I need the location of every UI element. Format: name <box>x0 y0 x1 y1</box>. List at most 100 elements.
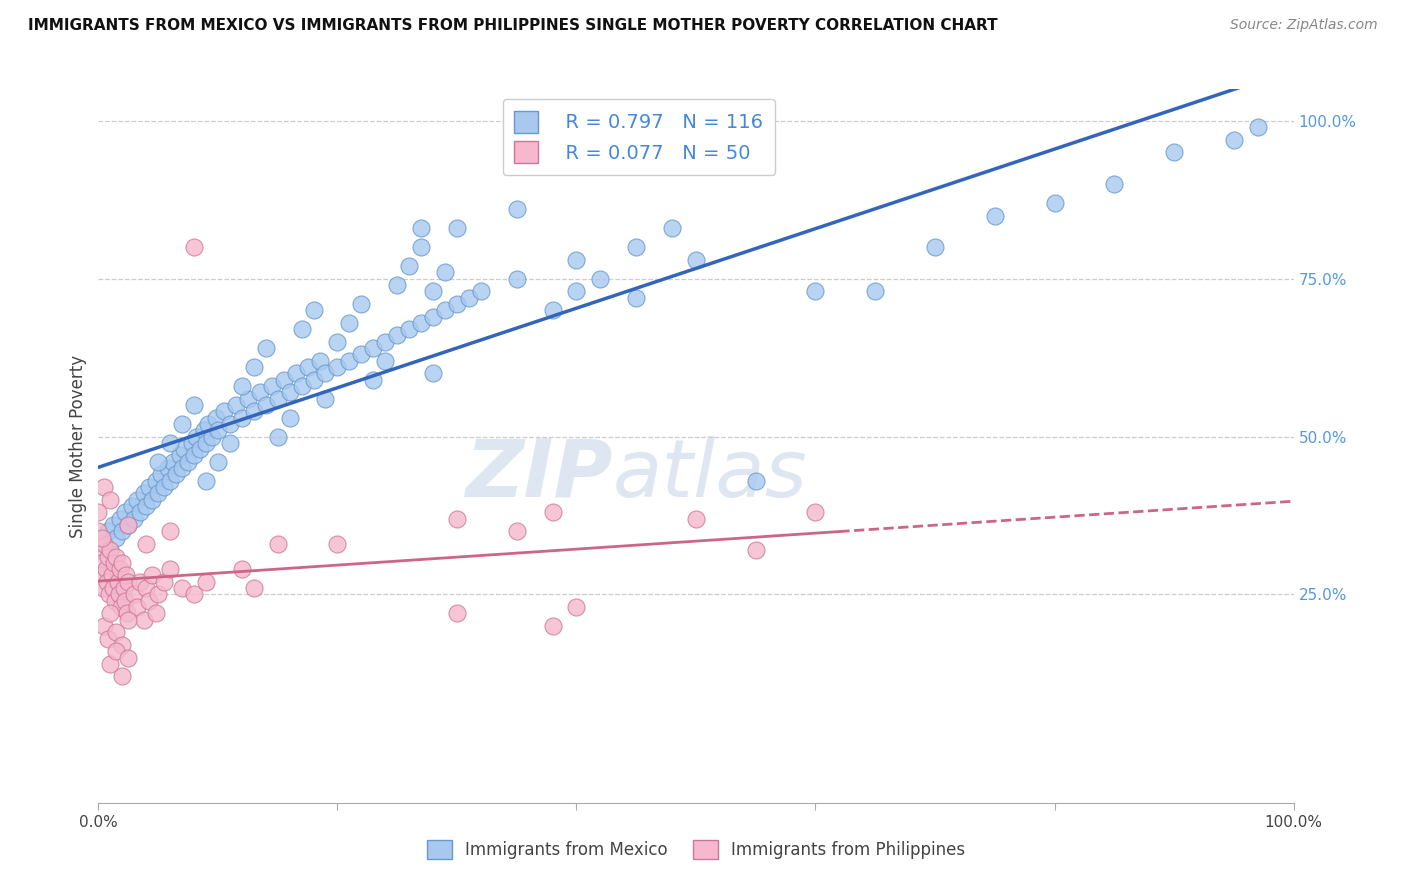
Point <box>339 316 361 330</box>
Point <box>172 461 194 475</box>
Point <box>114 505 136 519</box>
Point <box>225 398 247 412</box>
Point <box>180 435 202 450</box>
Point <box>183 398 205 412</box>
Point <box>207 455 229 469</box>
Point <box>236 392 259 406</box>
Point <box>117 517 139 532</box>
Point <box>204 410 226 425</box>
Point <box>541 303 564 318</box>
Point <box>129 574 152 589</box>
Point <box>132 486 155 500</box>
Point <box>183 240 205 254</box>
Point <box>149 467 172 482</box>
Point <box>249 385 271 400</box>
Point <box>506 271 529 285</box>
Point <box>302 373 325 387</box>
Point <box>188 442 211 457</box>
Point <box>326 360 349 375</box>
Point <box>111 524 134 539</box>
Point <box>125 492 148 507</box>
Point <box>195 435 218 450</box>
Point <box>93 537 115 551</box>
Point <box>172 581 194 595</box>
Point <box>90 556 112 570</box>
Point <box>173 442 195 457</box>
Point <box>183 587 205 601</box>
Point <box>506 524 529 539</box>
Point <box>148 455 170 469</box>
Point <box>177 455 200 469</box>
Point <box>93 537 115 551</box>
Point <box>260 379 283 393</box>
Point <box>148 587 170 601</box>
Point <box>138 593 160 607</box>
Point <box>94 562 117 576</box>
Text: Source: ZipAtlas.com: Source: ZipAtlas.com <box>1230 18 1378 32</box>
Point <box>231 562 253 576</box>
Point <box>924 240 946 254</box>
Point <box>231 410 253 425</box>
Point <box>153 480 176 494</box>
Point <box>101 517 124 532</box>
Point <box>254 398 277 412</box>
Point <box>385 277 409 292</box>
Point <box>446 221 468 235</box>
Point <box>138 480 160 494</box>
Point <box>458 291 481 305</box>
Point <box>219 417 242 431</box>
Point <box>267 392 290 406</box>
Point <box>350 347 373 361</box>
Point <box>243 581 266 595</box>
Point <box>422 310 444 324</box>
Point <box>125 600 148 615</box>
Point <box>1163 145 1185 160</box>
Point <box>114 593 136 607</box>
Point <box>308 353 330 368</box>
Point <box>169 449 191 463</box>
Point <box>98 492 122 507</box>
Point <box>97 524 120 539</box>
Point <box>267 429 290 443</box>
Point <box>195 474 218 488</box>
Y-axis label: Single Mother Poverty: Single Mother Poverty <box>69 354 87 538</box>
Legend: Immigrants from Mexico, Immigrants from Philippines: Immigrants from Mexico, Immigrants from … <box>420 833 972 866</box>
Point <box>291 322 314 336</box>
Point <box>1043 195 1066 210</box>
Point <box>350 297 373 311</box>
Point <box>97 632 120 646</box>
Point <box>411 316 433 330</box>
Point <box>162 455 184 469</box>
Point <box>398 322 420 336</box>
Point <box>207 423 229 437</box>
Point <box>98 543 122 558</box>
Point <box>339 353 361 368</box>
Point <box>103 556 125 570</box>
Point <box>132 613 155 627</box>
Point <box>434 265 457 279</box>
Point <box>685 252 707 267</box>
Point <box>141 568 163 582</box>
Point <box>105 531 128 545</box>
Point <box>589 271 612 285</box>
Point <box>284 367 307 381</box>
Point <box>278 410 301 425</box>
Point <box>159 524 181 539</box>
Point <box>145 607 167 621</box>
Point <box>135 581 157 595</box>
Point <box>385 328 409 343</box>
Point <box>326 537 349 551</box>
Point <box>278 385 301 400</box>
Point <box>197 417 219 431</box>
Point <box>91 568 114 582</box>
Point <box>129 505 152 519</box>
Point <box>165 467 187 482</box>
Point <box>219 435 242 450</box>
Point <box>565 285 588 299</box>
Point <box>145 474 167 488</box>
Point <box>984 209 1007 223</box>
Point <box>302 303 325 318</box>
Point <box>96 574 118 589</box>
Point <box>446 607 468 621</box>
Point <box>363 373 385 387</box>
